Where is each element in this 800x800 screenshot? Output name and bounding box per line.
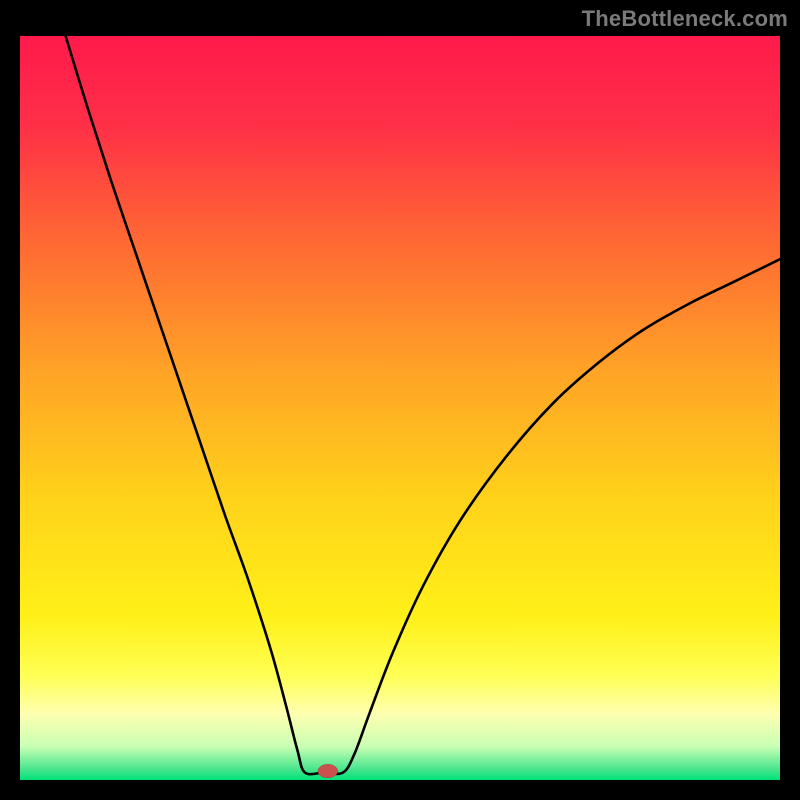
gradient-background [20, 36, 780, 780]
watermark-text: TheBottleneck.com [582, 6, 788, 32]
chart-frame: TheBottleneck.com [0, 0, 800, 800]
plot-svg [20, 36, 780, 780]
plot-area [20, 36, 780, 780]
optimal-marker [318, 764, 338, 777]
